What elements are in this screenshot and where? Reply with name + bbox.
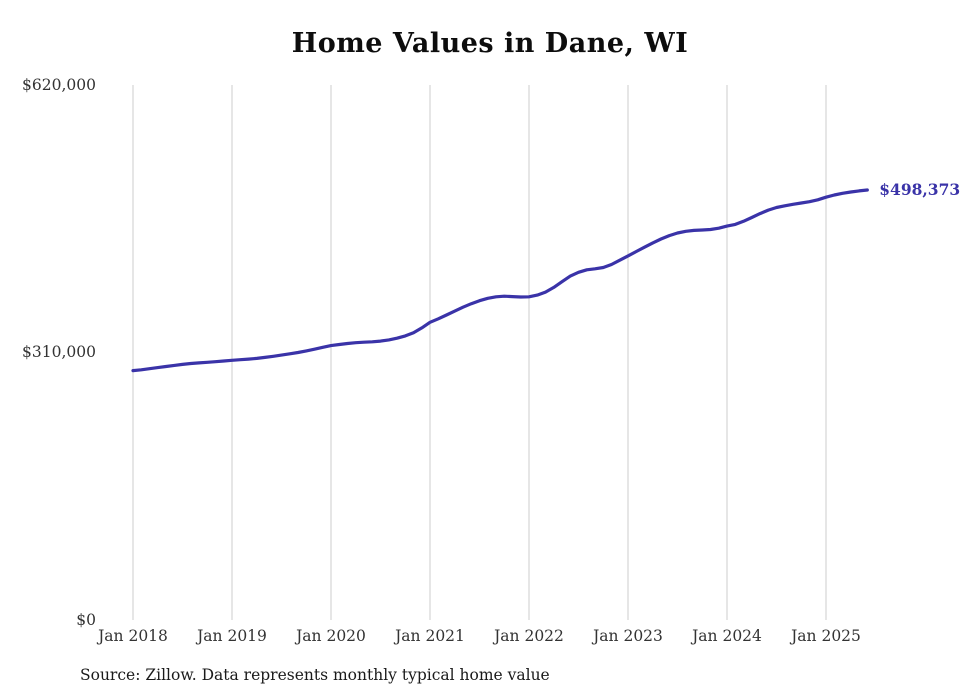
x-axis-label: Jan 2020 [296,627,366,645]
x-axis-label: Jan 2024 [692,627,762,645]
y-axis-tick-0: $0 [76,611,96,629]
x-axis-label: Jan 2025 [791,627,861,645]
y-axis-tick-310000: $310,000 [22,343,96,361]
x-axis-label: Jan 2022 [494,627,564,645]
x-axis-label: Jan 2019 [197,627,267,645]
x-axis-label: Jan 2018 [98,627,168,645]
latest-value-label: $498,373 [879,179,961,199]
x-axis-label: Jan 2023 [593,627,663,645]
source-note: Source: Zillow. Data represents monthly … [80,666,550,684]
home-value-series-line [131,188,869,373]
chart-title: Home Values in Dane, WI [291,28,689,59]
y-axis-tick-620000: $620,000 [22,76,96,94]
x-axis-label: Jan 2021 [395,627,465,645]
